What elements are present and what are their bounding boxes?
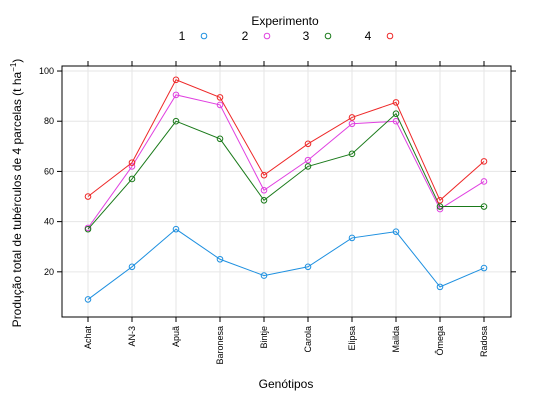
y-tick-label: 20: [44, 267, 54, 277]
y-axis-label-close: ): [10, 59, 24, 63]
series-line: [87, 94, 485, 229]
y-axis-label: Produção total de tubérculos de 4 parcel…: [9, 59, 24, 328]
data-point: [216, 94, 224, 101]
data-point: [172, 91, 180, 99]
y-tick-label: 40: [44, 217, 54, 227]
data-point: [392, 228, 400, 235]
data-point: [480, 178, 488, 185]
x-tick-label: Radosa: [479, 326, 489, 357]
data-point: [260, 171, 268, 179]
data-point: [348, 114, 356, 121]
series-4: [84, 76, 488, 204]
legend-marker: [200, 32, 208, 40]
x-tick-label: Carola: [303, 326, 313, 353]
series-2: [84, 91, 488, 232]
series-line: [87, 112, 484, 230]
legend-label: 2: [242, 29, 249, 43]
series-line: [87, 79, 485, 202]
x-tick-label: Elipsa: [347, 326, 357, 351]
data-point: [436, 283, 444, 291]
data-point: [304, 156, 312, 164]
series-layer: [84, 76, 488, 303]
series-1: [84, 225, 488, 303]
plot-panel: [61, 65, 512, 318]
data-point: [348, 120, 356, 128]
data-point: [128, 175, 136, 183]
data-point: [84, 225, 92, 233]
data-point: [216, 255, 224, 263]
x-tick-label: AN-3: [127, 326, 137, 347]
y-tick-label: 80: [44, 116, 54, 126]
x-axis-label: Genótipos: [259, 377, 314, 391]
legend: 1 2 3 4: [179, 29, 394, 43]
x-tick-label: Apuã: [171, 326, 181, 347]
y-axis-label-main: Produção total de tubérculos de 4 parcel…: [10, 71, 24, 327]
data-point: [348, 150, 356, 158]
data-point: [480, 264, 488, 272]
grid: [62, 66, 511, 317]
data-point: [480, 158, 488, 165]
data-point: [304, 263, 312, 271]
data-point: [172, 76, 180, 84]
axes: 20 40 60 80 100 Achat AN-3 Apuã Baronesa Bintje Ca…: [39, 61, 516, 365]
data-point: [392, 110, 400, 117]
legend-marker: [324, 32, 332, 40]
data-point: [348, 234, 356, 242]
data-point: [172, 225, 180, 233]
data-point: [128, 263, 136, 271]
legend-marker: [263, 32, 271, 40]
x-tick-label: Mailda: [391, 326, 401, 353]
data-point: [392, 117, 400, 125]
data-point: [260, 196, 268, 204]
data-point: [172, 117, 180, 125]
data-point: [128, 163, 136, 170]
data-point: [304, 163, 312, 170]
series-line: [87, 228, 485, 300]
series-3: [84, 110, 488, 233]
data-point: [436, 203, 444, 210]
x-tick-label: Ômega: [435, 326, 445, 356]
data-point: [260, 272, 268, 279]
x-tick-label: Achat: [83, 326, 93, 350]
legend-label: 1: [179, 29, 186, 43]
data-point: [436, 196, 444, 204]
data-point: [480, 203, 488, 210]
data-point: [84, 296, 92, 303]
y-tick-label: 100: [39, 66, 54, 76]
data-point: [260, 186, 268, 194]
data-point: [304, 140, 312, 148]
legend-marker: [386, 32, 394, 40]
legend-title: Experimento: [251, 14, 319, 28]
data-point: [216, 135, 224, 143]
data-point: [128, 159, 136, 166]
data-point: [392, 99, 400, 106]
y-axis-label-exponent: −1: [9, 62, 18, 72]
x-tick-label: Baronesa: [215, 326, 225, 365]
data-point: [216, 101, 224, 109]
legend-label: 4: [365, 29, 372, 43]
data-point: [84, 193, 92, 200]
y-tick-label: 60: [44, 166, 54, 176]
legend-label: 3: [303, 29, 310, 43]
x-tick-label: Bintje: [259, 326, 269, 349]
